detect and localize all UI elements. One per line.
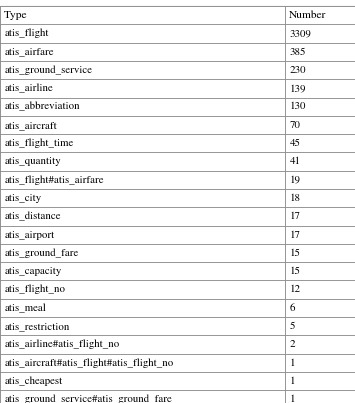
Text: 3309: 3309: [289, 29, 311, 38]
Bar: [0, 299, 285, 317]
Bar: [0, 207, 285, 226]
Text: atis_airport: atis_airport: [4, 230, 55, 239]
Bar: [0, 171, 285, 189]
Text: 1: 1: [289, 395, 295, 403]
Bar: [285, 61, 355, 79]
Bar: [285, 134, 355, 152]
Bar: [0, 244, 285, 262]
Bar: [285, 116, 355, 134]
Text: 15: 15: [289, 266, 300, 276]
Bar: [285, 390, 355, 403]
Bar: [285, 189, 355, 207]
Bar: [0, 116, 285, 134]
Text: atis_capacity: atis_capacity: [4, 266, 62, 276]
Bar: [0, 24, 285, 43]
Bar: [285, 244, 355, 262]
Bar: [0, 43, 285, 61]
Text: Number: Number: [289, 10, 327, 20]
Bar: [285, 372, 355, 390]
Text: atis_quantity: atis_quantity: [4, 157, 61, 166]
Text: atis_airline#atis_flight_no: atis_airline#atis_flight_no: [4, 340, 120, 349]
Bar: [285, 43, 355, 61]
Bar: [0, 6, 285, 24]
Text: atis_ground_service#atis_ground_fare: atis_ground_service#atis_ground_fare: [4, 395, 172, 403]
Bar: [0, 280, 285, 299]
Bar: [285, 6, 355, 24]
Bar: [285, 317, 355, 335]
Text: 2: 2: [289, 340, 295, 349]
Bar: [285, 335, 355, 354]
Text: 17: 17: [289, 230, 300, 239]
Bar: [0, 134, 285, 152]
Text: atis_flight: atis_flight: [4, 29, 49, 38]
Bar: [285, 79, 355, 98]
Bar: [0, 98, 285, 116]
Text: 5: 5: [289, 322, 295, 331]
Text: atis_abbreviation: atis_abbreviation: [4, 102, 80, 112]
Bar: [0, 354, 285, 372]
Bar: [285, 207, 355, 226]
Bar: [0, 390, 285, 403]
Bar: [285, 152, 355, 171]
Text: 12: 12: [289, 285, 300, 295]
Bar: [0, 317, 285, 335]
Text: atis_distance: atis_distance: [4, 212, 61, 221]
Text: 130: 130: [289, 102, 306, 112]
Text: atis_flight_time: atis_flight_time: [4, 139, 73, 148]
Text: atis_flight#atis_airfare: atis_flight#atis_airfare: [4, 175, 104, 185]
Bar: [0, 226, 285, 244]
Text: atis_restriction: atis_restriction: [4, 322, 70, 331]
Bar: [0, 189, 285, 207]
Text: atis_city: atis_city: [4, 193, 42, 203]
Text: 6: 6: [289, 303, 295, 313]
Bar: [0, 79, 285, 98]
Text: 18: 18: [289, 193, 300, 203]
Bar: [0, 372, 285, 390]
Text: atis_ground_fare: atis_ground_fare: [4, 248, 78, 258]
Text: atis_aircraft: atis_aircraft: [4, 120, 57, 130]
Bar: [285, 299, 355, 317]
Bar: [285, 262, 355, 280]
Text: 70: 70: [289, 120, 300, 130]
Text: atis_ground_service: atis_ground_service: [4, 65, 92, 75]
Text: atis_flight_no: atis_flight_no: [4, 285, 65, 295]
Text: 230: 230: [289, 65, 306, 75]
Bar: [0, 262, 285, 280]
Text: 15: 15: [289, 248, 300, 258]
Text: 41: 41: [289, 157, 300, 166]
Bar: [285, 354, 355, 372]
Text: 1: 1: [289, 358, 295, 368]
Text: atis_aircraft#atis_flight#atis_flight_no: atis_aircraft#atis_flight#atis_flight_no: [4, 358, 174, 368]
Text: 1: 1: [289, 376, 295, 386]
Bar: [0, 152, 285, 171]
Text: atis_cheapest: atis_cheapest: [4, 376, 62, 386]
Bar: [0, 61, 285, 79]
Bar: [285, 98, 355, 116]
Text: Type: Type: [4, 10, 28, 20]
Text: 385: 385: [289, 47, 306, 56]
Bar: [285, 226, 355, 244]
Text: atis_meal: atis_meal: [4, 303, 46, 313]
Bar: [285, 171, 355, 189]
Text: atis_airline: atis_airline: [4, 83, 53, 93]
Bar: [285, 280, 355, 299]
Bar: [0, 335, 285, 354]
Text: 45: 45: [289, 139, 300, 148]
Text: 17: 17: [289, 212, 300, 221]
Text: atis_airfare: atis_airfare: [4, 47, 54, 56]
Bar: [285, 24, 355, 43]
Text: 19: 19: [289, 175, 300, 185]
Text: 139: 139: [289, 83, 306, 93]
